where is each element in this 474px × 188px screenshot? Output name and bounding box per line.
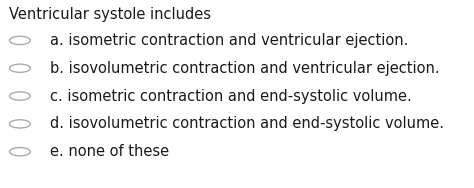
Circle shape (9, 120, 30, 128)
Circle shape (9, 64, 30, 72)
Text: a. isometric contraction and ventricular ejection.: a. isometric contraction and ventricular… (50, 33, 408, 48)
Text: c. isometric contraction and end-systolic volume.: c. isometric contraction and end-systoli… (50, 89, 411, 104)
Text: e. none of these: e. none of these (50, 144, 169, 159)
Text: d. isovolumetric contraction and end-systolic volume.: d. isovolumetric contraction and end-sys… (50, 116, 444, 131)
Circle shape (9, 36, 30, 45)
Text: Ventricular systole includes: Ventricular systole includes (9, 7, 210, 22)
Text: b. isovolumetric contraction and ventricular ejection.: b. isovolumetric contraction and ventric… (50, 61, 439, 76)
Circle shape (9, 92, 30, 100)
Circle shape (9, 148, 30, 156)
